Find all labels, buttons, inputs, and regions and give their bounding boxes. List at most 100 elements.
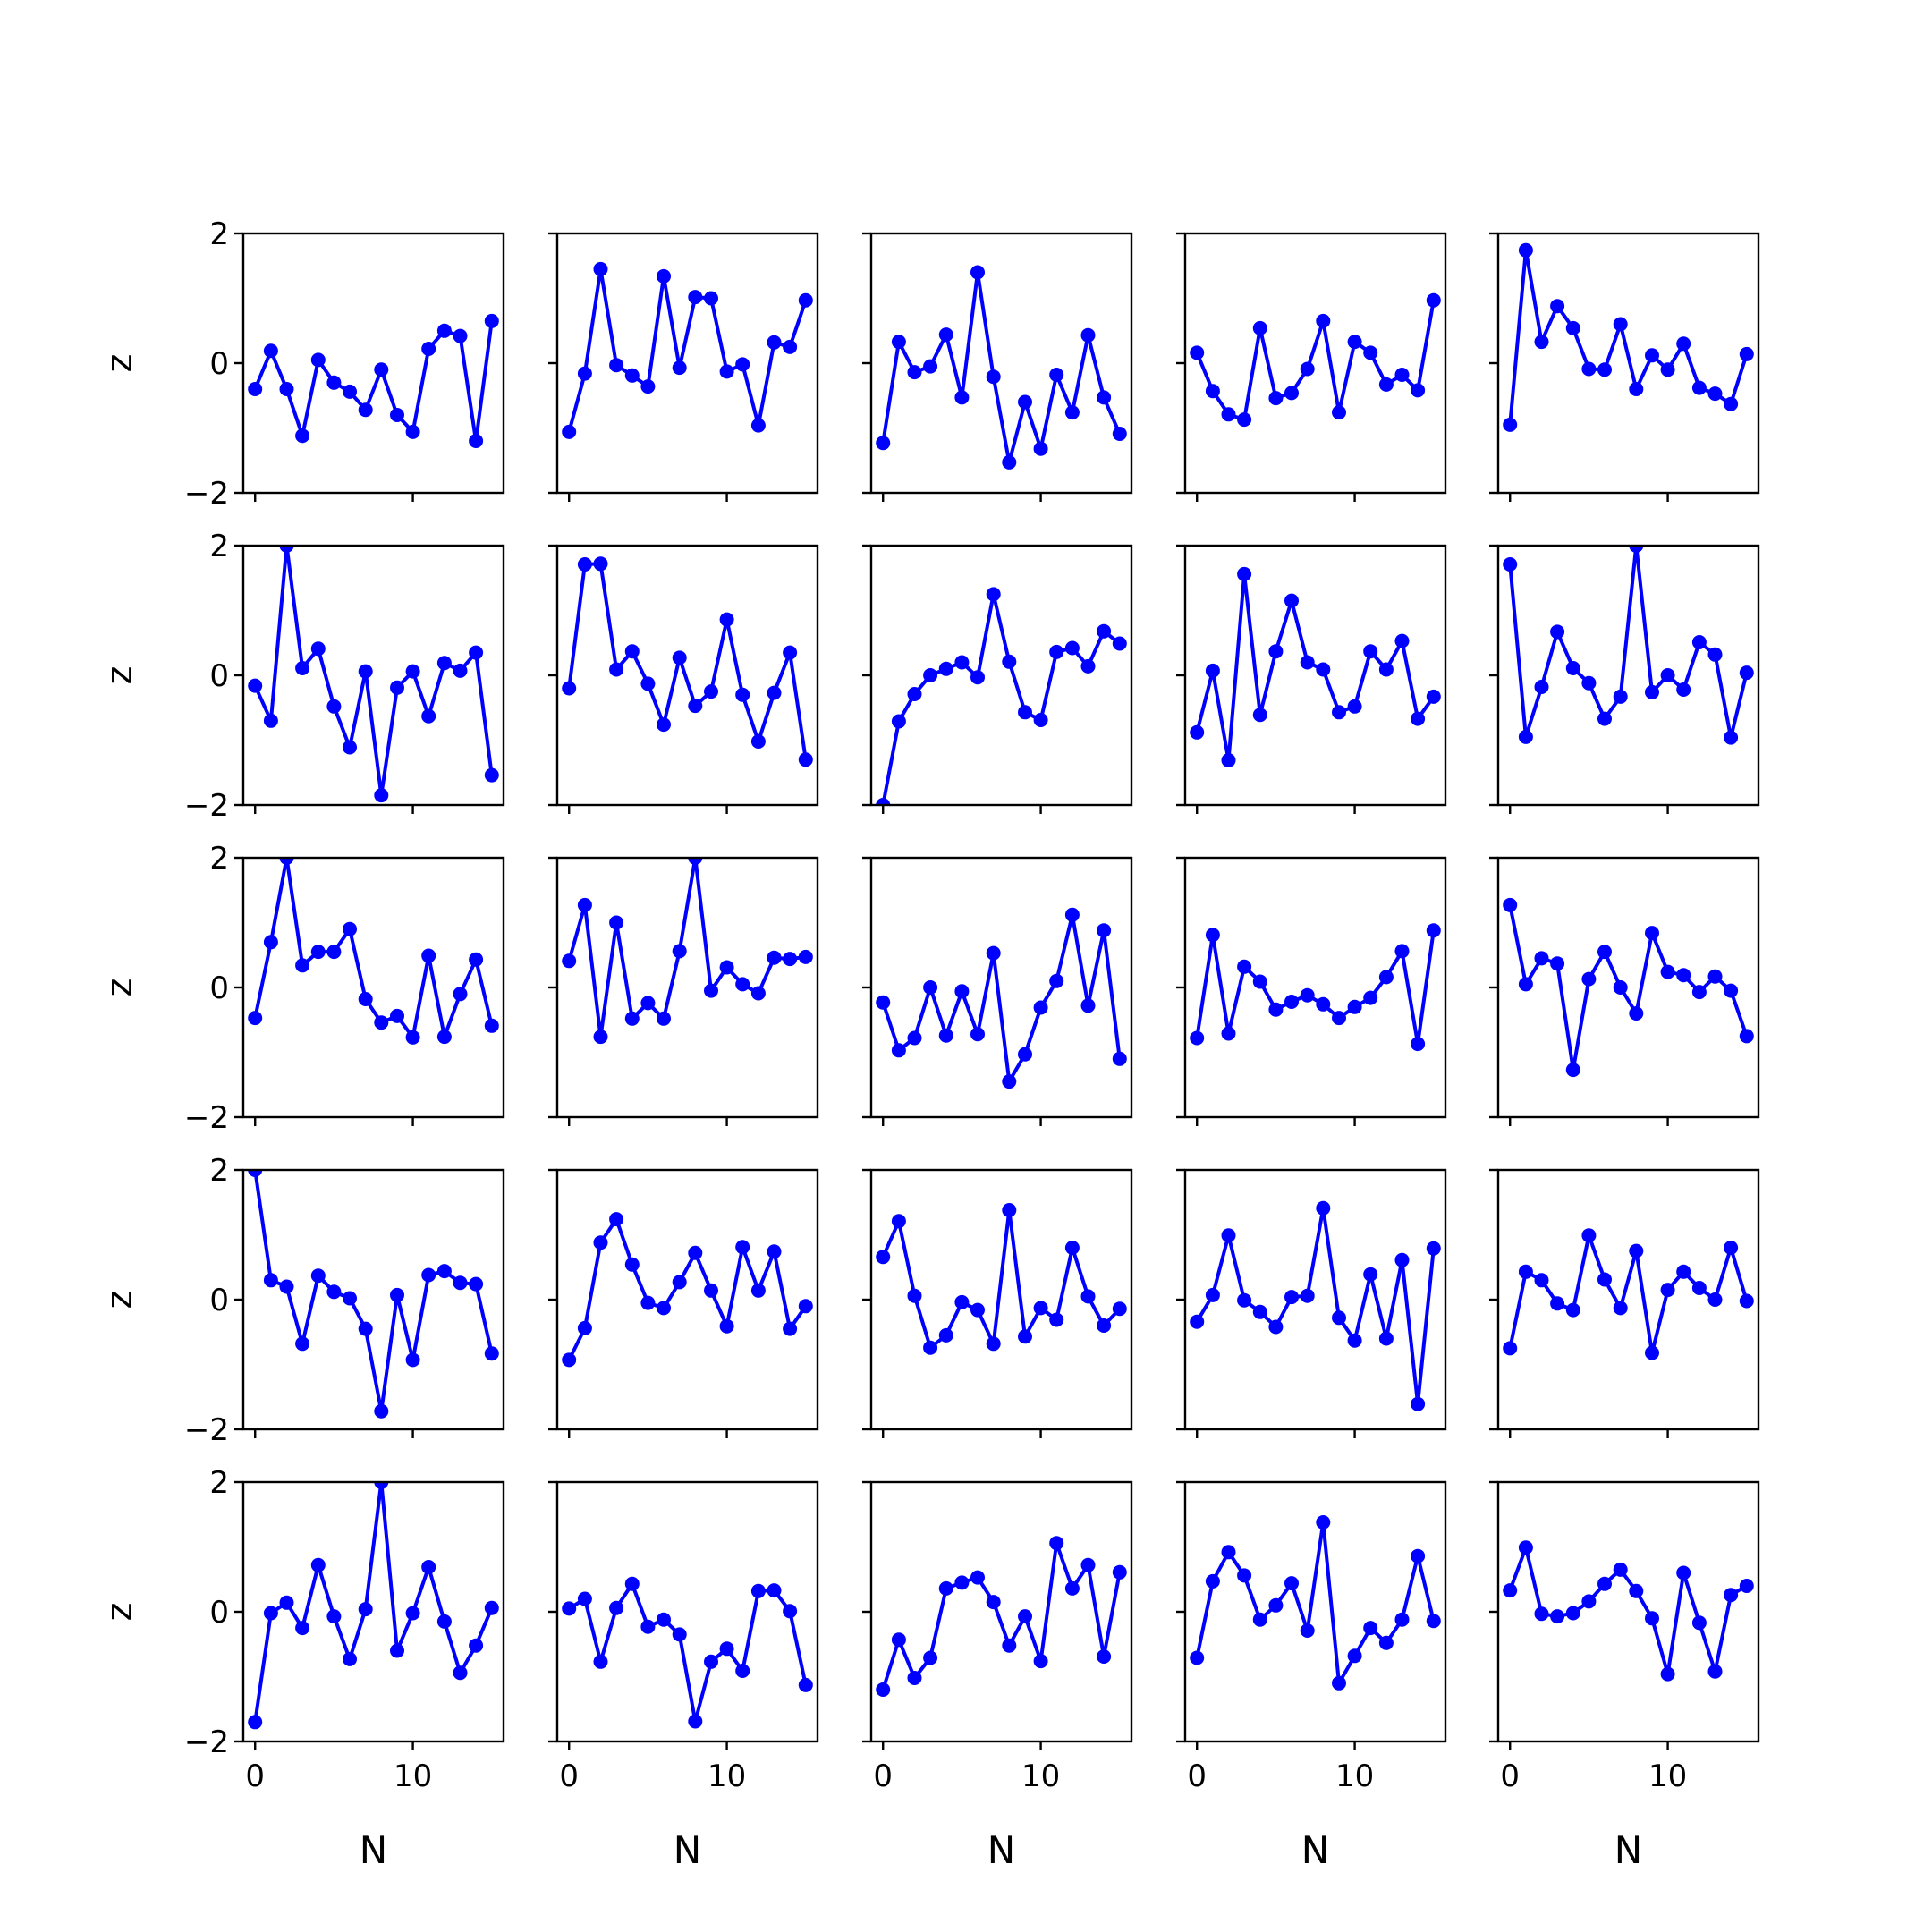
data-point bbox=[1064, 1580, 1080, 1596]
data-point bbox=[923, 668, 938, 682]
data-point bbox=[986, 1336, 1001, 1352]
data-point bbox=[1002, 454, 1017, 470]
data-point bbox=[1676, 1565, 1691, 1580]
data-point bbox=[248, 1715, 263, 1730]
data-point bbox=[1316, 313, 1331, 328]
data-point bbox=[1112, 636, 1127, 651]
panel-r3-c5 bbox=[1489, 856, 1760, 1126]
data-point bbox=[405, 424, 420, 439]
data-point bbox=[704, 1283, 718, 1298]
data-point bbox=[1064, 640, 1080, 656]
data-point bbox=[1411, 1037, 1426, 1052]
data-point bbox=[1565, 1063, 1580, 1078]
data-point bbox=[624, 644, 640, 659]
data-point bbox=[891, 714, 906, 729]
data-point bbox=[640, 1295, 656, 1310]
data-point bbox=[688, 699, 703, 714]
data-point bbox=[1237, 566, 1252, 581]
data-point bbox=[1097, 1318, 1112, 1333]
data-point bbox=[624, 368, 640, 383]
series-group bbox=[1190, 1200, 1441, 1411]
series-line bbox=[881, 912, 1122, 1084]
data-point bbox=[1316, 996, 1331, 1012]
data-point bbox=[1347, 699, 1362, 714]
data-point bbox=[1691, 985, 1707, 1000]
x-tick-label: 10 bbox=[708, 1758, 746, 1794]
data-point bbox=[891, 1043, 906, 1058]
data-point bbox=[1518, 242, 1533, 258]
data-point bbox=[783, 1604, 798, 1619]
data-point bbox=[1064, 405, 1080, 420]
data-point bbox=[1332, 1011, 1346, 1026]
data-point bbox=[1739, 1029, 1754, 1044]
data-point bbox=[1064, 1241, 1080, 1255]
data-point bbox=[1205, 384, 1220, 399]
series-group bbox=[562, 261, 813, 439]
data-point bbox=[484, 1600, 499, 1615]
series-line bbox=[1508, 904, 1749, 1072]
data-point bbox=[1033, 713, 1048, 727]
data-point bbox=[735, 977, 750, 992]
data-point bbox=[1597, 1576, 1612, 1591]
data-point bbox=[436, 323, 452, 338]
series-line bbox=[1195, 572, 1436, 762]
data-point bbox=[562, 424, 577, 439]
data-point bbox=[279, 858, 294, 865]
data-point bbox=[263, 343, 278, 359]
y-axis-label: z bbox=[99, 354, 140, 373]
data-point bbox=[343, 1651, 357, 1666]
panel-r4-c5 bbox=[1489, 1168, 1760, 1438]
data-point bbox=[248, 1011, 263, 1026]
data-point bbox=[891, 1632, 906, 1648]
data-point bbox=[1080, 1557, 1096, 1572]
data-point bbox=[923, 359, 938, 374]
data-point bbox=[1363, 644, 1378, 659]
data-point bbox=[609, 358, 624, 373]
data-point bbox=[1534, 335, 1549, 350]
data-point bbox=[263, 1606, 278, 1621]
series-group bbox=[248, 1482, 499, 1730]
data-point bbox=[1676, 336, 1691, 352]
data-point bbox=[1629, 546, 1644, 553]
data-point bbox=[609, 1600, 624, 1615]
data-point bbox=[1002, 654, 1017, 669]
data-point bbox=[1534, 680, 1549, 694]
y-axis-label: z bbox=[99, 666, 140, 685]
data-point bbox=[719, 364, 734, 379]
data-point bbox=[1707, 386, 1723, 402]
panel-r4-c2 bbox=[548, 1168, 819, 1438]
data-point bbox=[421, 1560, 436, 1574]
data-point bbox=[609, 1212, 624, 1227]
data-point bbox=[609, 915, 624, 930]
data-point bbox=[938, 661, 953, 676]
data-point bbox=[1581, 361, 1597, 377]
series-group bbox=[1503, 546, 1754, 745]
data-point bbox=[1284, 1290, 1299, 1305]
data-point bbox=[469, 434, 484, 448]
data-point bbox=[1332, 405, 1346, 420]
data-point bbox=[719, 960, 734, 975]
data-point bbox=[1503, 897, 1518, 912]
data-point bbox=[1676, 682, 1691, 697]
data-point bbox=[1597, 711, 1612, 726]
data-point bbox=[248, 678, 263, 693]
data-point bbox=[640, 1619, 656, 1634]
data-point bbox=[1597, 945, 1612, 960]
data-point bbox=[1316, 662, 1331, 677]
data-point bbox=[1347, 1333, 1362, 1348]
data-point bbox=[1645, 1611, 1659, 1626]
data-point bbox=[719, 1318, 734, 1334]
data-point bbox=[1613, 689, 1628, 704]
data-point bbox=[358, 1602, 373, 1617]
data-point bbox=[358, 402, 373, 418]
data-point bbox=[1190, 1030, 1205, 1046]
data-point bbox=[1676, 968, 1691, 983]
data-point bbox=[657, 1612, 671, 1627]
data-point bbox=[938, 1327, 953, 1343]
data-point bbox=[954, 1294, 970, 1309]
data-point bbox=[1002, 1203, 1017, 1217]
data-point bbox=[907, 365, 922, 380]
data-point bbox=[295, 428, 310, 444]
data-point bbox=[1597, 1272, 1612, 1287]
data-point bbox=[295, 1621, 310, 1636]
